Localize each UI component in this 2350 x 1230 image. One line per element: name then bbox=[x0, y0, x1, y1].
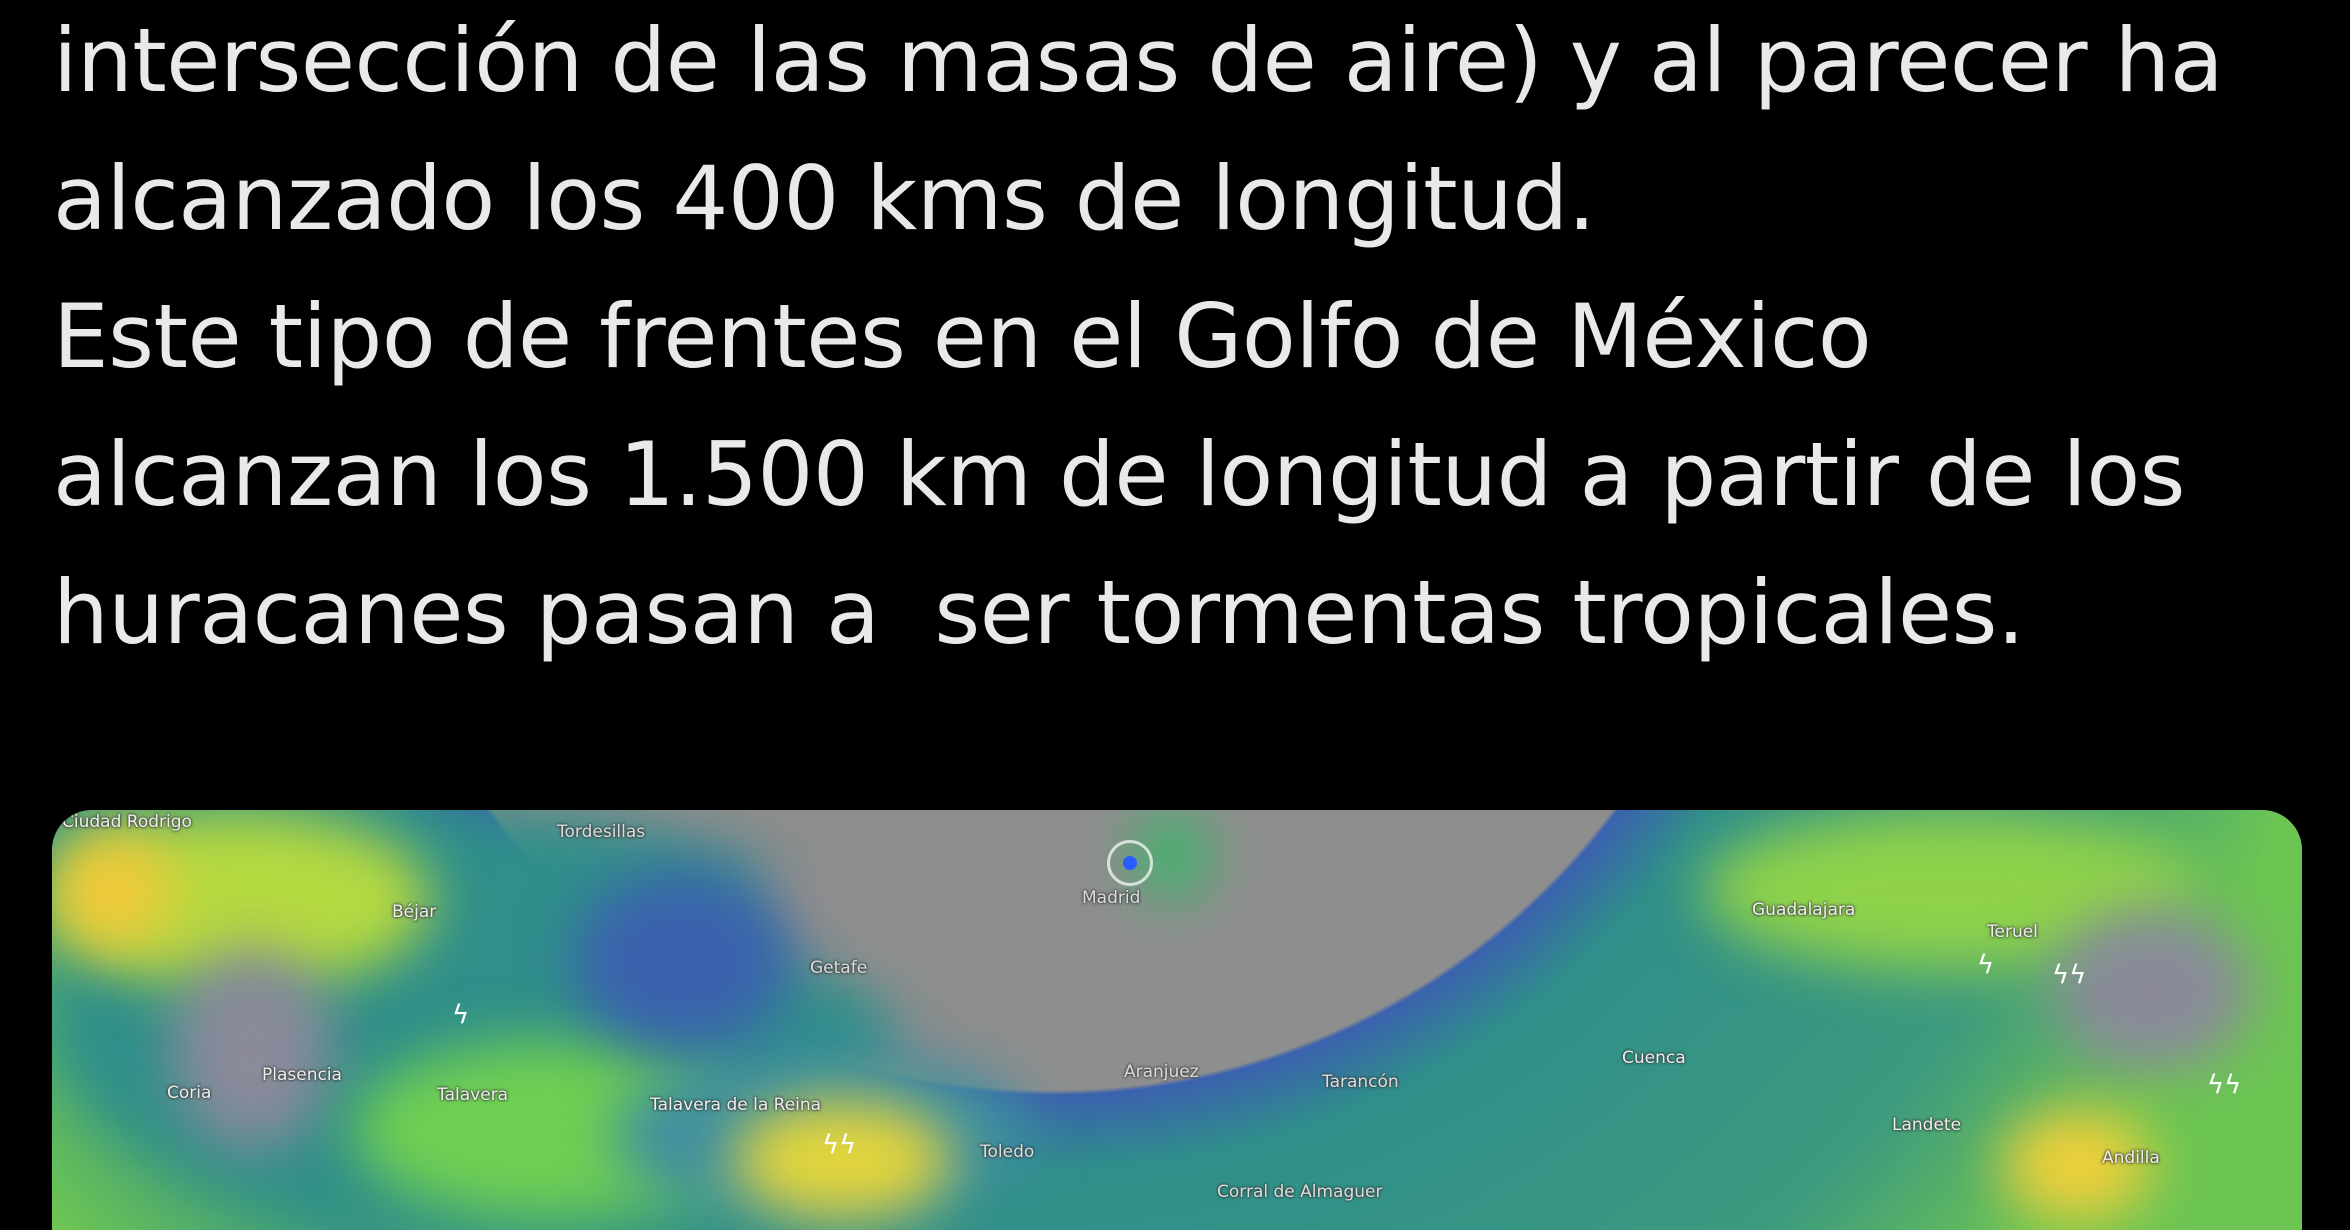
tweet-line: huracanes pasan a ser tormentas tropical… bbox=[53, 561, 2025, 664]
map-label: Coria bbox=[167, 1083, 212, 1103]
rain-area bbox=[52, 830, 172, 950]
rain-area bbox=[2052, 910, 2252, 1070]
map-label: Tarancón bbox=[1322, 1072, 1399, 1092]
radar-map-image[interactable]: ϟ ϟϟ ϟ ϟϟ ϟϟ Ciudad Rodrigo Tordesillas … bbox=[52, 810, 2302, 1230]
lightning-icon: ϟϟ bbox=[2207, 1070, 2242, 1100]
map-label: Tordesillas bbox=[557, 822, 646, 842]
tweet-line: alcanzado los 400 kms de longitud. bbox=[53, 147, 1596, 250]
map-label: Talavera bbox=[437, 1085, 509, 1105]
map-label: Getafe bbox=[810, 958, 868, 978]
rain-area bbox=[172, 950, 332, 1150]
location-pin-icon bbox=[1107, 840, 1153, 886]
map-label: Cuenca bbox=[1622, 1048, 1686, 1068]
rain-area bbox=[752, 810, 1072, 990]
map-label: Corral de Almaguer bbox=[1217, 1182, 1383, 1202]
map-label: Landete bbox=[1892, 1115, 1962, 1135]
map-label: Guadalajara bbox=[1752, 900, 1856, 920]
rain-area bbox=[732, 1100, 952, 1220]
rain-area bbox=[2002, 1110, 2152, 1220]
tweet-line: alcanzan los 1.500 km de longitud a part… bbox=[53, 423, 2186, 526]
map-label: Andilla bbox=[2102, 1148, 2160, 1168]
map-label: Toledo bbox=[980, 1142, 1035, 1162]
tweet-text: intersección de las masas de aire) y al … bbox=[53, 0, 2303, 682]
map-label: Plasencia bbox=[262, 1065, 342, 1085]
map-label: Teruel bbox=[1987, 922, 2038, 942]
tweet-line: intersección de las masas de aire) y al … bbox=[53, 9, 2224, 112]
map-label: Béjar bbox=[392, 902, 437, 922]
lightning-icon: ϟϟ bbox=[2052, 960, 2087, 990]
map-label: Talavera de la Reina bbox=[650, 1095, 822, 1115]
lightning-icon: ϟϟ bbox=[822, 1130, 857, 1160]
lightning-icon: ϟ bbox=[1977, 950, 1995, 980]
map-label: Ciudad Rodrigo bbox=[62, 812, 192, 832]
map-label: Aranjuez bbox=[1124, 1062, 1199, 1082]
lightning-icon: ϟ bbox=[452, 1000, 470, 1030]
map-label: Madrid bbox=[1082, 888, 1141, 908]
tweet-line: Este tipo de frentes en el Golfo de Méxi… bbox=[53, 285, 1872, 388]
rain-area bbox=[572, 870, 792, 1050]
